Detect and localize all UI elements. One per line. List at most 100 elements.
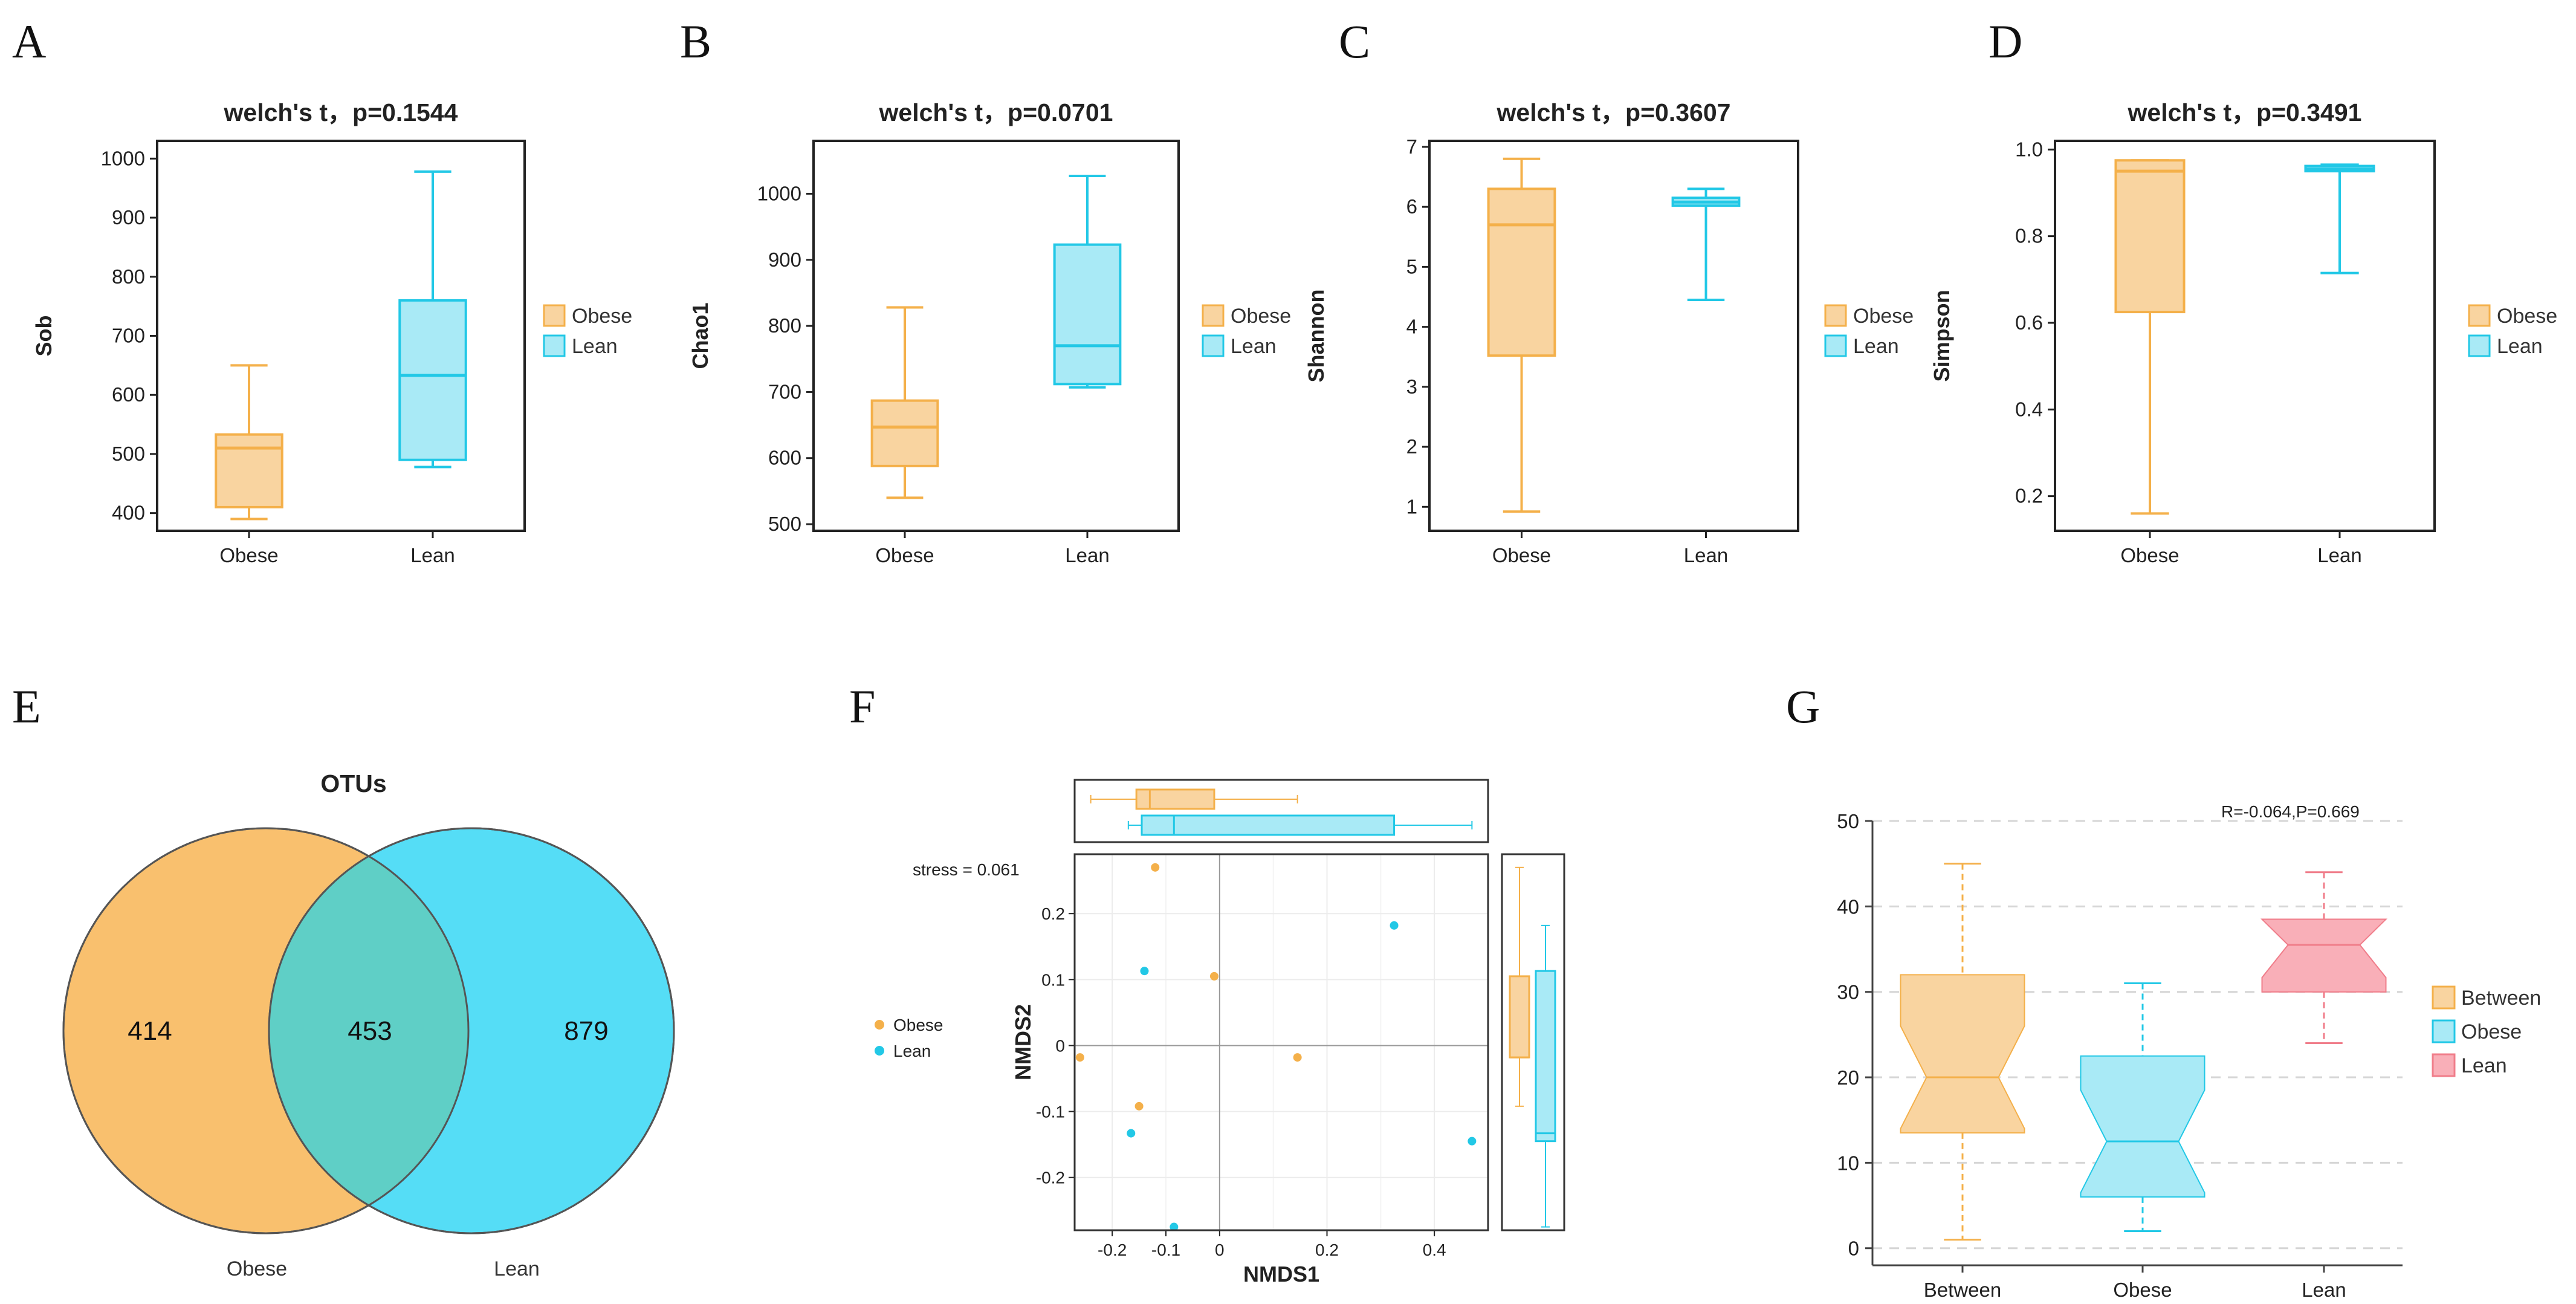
y-tick-label: 10 [1837,1152,1859,1174]
panel-label-D: D [1989,15,2022,68]
legend-swatch-between [2432,985,2456,1010]
y-tick-label: 30 [1837,981,1859,1004]
legend-swatch-obese [543,304,566,327]
panel-label-G: G [1786,680,1820,733]
point-obese [1134,1101,1144,1111]
y-tick-label: 400 [112,502,145,524]
legend-swatch-obese [2432,1019,2456,1043]
y-tick-label: -0.2 [1036,1169,1065,1187]
panel-label-B: B [680,15,711,68]
legend-dot-obese [875,1020,884,1030]
anosim-annotation: R=-0.064,P=0.669 [2221,802,2360,821]
notched-box-lean [2260,918,2387,993]
panel-label-F: F [849,680,875,733]
y-tick-label: 700 [768,380,801,403]
x-tick-label: 0 [1215,1241,1225,1259]
x-tick-label: -0.2 [1098,1241,1127,1259]
y-tick-label: 800 [112,265,145,288]
plot-frame-C [1428,140,1799,532]
panel-label-C: C [1339,15,1370,68]
plot-frame-F [1073,853,1489,1231]
venn-overlap-region [269,828,468,1233]
y-tick-label: 800 [768,314,801,337]
legend-label-obese: Obese [572,305,632,328]
x-tick-label: Obese [1492,544,1551,566]
x-tick-label: Obese [219,544,278,566]
legend-label-obese: Obese [893,1016,943,1034]
legend-label-lean: Lean [572,335,618,358]
plot-frame-D [2054,140,2436,532]
y-tick-label: 0.4 [2015,398,2043,420]
y-tick-label: 0.2 [1041,904,1065,923]
legend-label-obese: Obese [2497,305,2557,328]
legend-label-obese: Obese [1853,305,1914,328]
venn-title: OTUs [320,770,386,797]
y-tick-label: 0.1 [1041,970,1065,989]
legend-swatch-lean [1202,334,1225,357]
y-tick-label: 50 [1837,810,1859,832]
point-lean [1127,1129,1136,1138]
legend-label-between: Between [2461,987,2541,1010]
y-tick-label: 700 [112,325,145,347]
venn-count-lean-only: 879 [564,1016,608,1046]
venn-outline-lean [268,827,675,1234]
y-axis-label-A: Sob [31,316,56,357]
x-tick-label: Lean [2302,1279,2346,1301]
box-lean [1053,243,1122,386]
x-tick-label: -0.1 [1151,1241,1180,1259]
venn-set-label-lean: Lean [494,1257,540,1280]
point-obese [1209,972,1218,981]
x-tick-label: Obese [2120,544,2179,566]
y-tick-label: 6 [1406,195,1417,218]
y-tick-label: 0.8 [2015,225,2043,247]
y-axis-label-C: Shannon [1304,290,1328,383]
y-tick-label: 5 [1406,255,1417,277]
y-tick-label: 1000 [101,147,145,169]
box-lean [398,299,467,461]
stress-annotation: stress = 0.061 [913,860,1020,879]
notched-box-between [1900,974,2025,1134]
box-obese [1487,187,1556,357]
y-tick-label: 1000 [757,182,801,204]
y-tick-label: 2 [1406,435,1417,458]
y-axis-label-D: Simpson [1929,290,1954,381]
chart-title-A: welch's t，p=0.1544 [224,99,458,126]
y-tick-label: 500 [768,513,801,535]
box-obese [2114,159,2186,314]
point-obese [1151,863,1160,872]
x-tick-label: Obese [2113,1279,2172,1301]
chart-title-B: welch's t，p=0.0701 [879,99,1113,126]
marginal-y-box-lean [1535,970,1556,1143]
legend-label-lean: Lean [1853,335,1899,358]
y-tick-label: 500 [112,443,145,465]
marginal-x-box-lean [1141,814,1396,836]
x-tick-label: Lean [1065,544,1109,566]
x-tick-label: Lean [410,544,455,566]
legend-swatch-lean [543,334,566,357]
x-tick-label: Lean [1684,544,1728,566]
y-tick-label: 900 [768,248,801,271]
venn-set-label-obese: Obese [227,1257,287,1280]
point-obese [1075,1053,1084,1062]
legend-swatch-lean [1824,334,1847,357]
y-axis-label-B: Chao1 [688,302,713,369]
y-tick-label: 1 [1406,495,1417,517]
venn-count-obese-only: 414 [128,1016,172,1046]
y-tick-label: 0 [1848,1238,1859,1260]
legend-label-lean: Lean [2461,1054,2507,1077]
y-tick-label: 0 [1055,1036,1065,1055]
point-lean [1140,967,1149,976]
point-lean [1390,921,1399,930]
legend-label-obese: Obese [2461,1020,2522,1043]
venn-count-shared: 453 [348,1016,392,1046]
x-tick-label: 0.4 [1423,1241,1446,1259]
legend-label-lean: Lean [1231,335,1277,358]
x-tick-label: Lean [2317,544,2361,566]
panel-label-E: E [12,680,41,733]
box-obese [870,399,939,467]
legend-swatch-obese [1824,304,1847,327]
marginal-x-box-obese [1135,788,1215,810]
x-tick-label: Obese [875,544,934,566]
point-obese [1293,1053,1302,1062]
